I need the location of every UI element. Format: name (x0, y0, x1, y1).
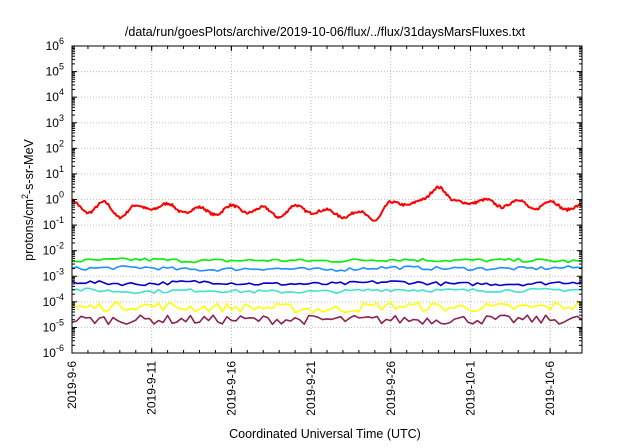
y-tick-label: 10-3 (43, 266, 64, 283)
y-tick-label: 104 (46, 87, 64, 104)
y-tick-label: 101 (46, 164, 64, 181)
y-tick-label-exponent: -6 (56, 343, 64, 353)
y-tick-label: 10-4 (43, 292, 64, 309)
y-tick-label: 10-2 (43, 241, 64, 258)
y-tick-label-base: 10 (46, 141, 60, 155)
series-line (71, 300, 583, 314)
y-tick-label-base: 10 (46, 167, 60, 181)
y-tick-label: 100 (46, 190, 64, 207)
series-line (71, 314, 583, 326)
x-tick-label: 2019-10-1 (463, 361, 477, 416)
series-line (71, 279, 583, 287)
y-tick-label-exponent: 4 (59, 87, 64, 97)
y-tick-label-base: 10 (43, 244, 57, 258)
y-tick-label-exponent: 3 (59, 113, 64, 123)
series-line (71, 185, 583, 222)
y-tick-label-base: 10 (46, 193, 60, 207)
y-tick-label-exponent: 0 (59, 190, 64, 200)
series-line (71, 265, 583, 273)
x-tick-label: 2019-9-11 (145, 361, 159, 415)
y-tick-label-exponent: 6 (59, 36, 64, 46)
series-line (71, 257, 583, 264)
x-tick-label: 2019-9-26 (384, 361, 398, 416)
x-tick-label: 2019-9-21 (304, 361, 318, 416)
y-tick-label: 10-5 (43, 317, 64, 334)
y-tick-label-base: 10 (46, 39, 60, 53)
y-tick-label: 103 (46, 113, 64, 130)
y-axis-label-part: -s-sr-MeV (22, 138, 36, 194)
y-tick-label-base: 10 (46, 116, 60, 130)
y-axis-label: protons/cm2-s-sr-MeV (20, 138, 36, 260)
y-tick-label-base: 10 (46, 65, 60, 79)
y-tick-label: 10-1 (43, 215, 64, 232)
y-tick-label-exponent: -5 (56, 317, 64, 327)
y-tick-label: 106 (46, 36, 64, 53)
y-tick-label-exponent: -4 (56, 292, 64, 302)
y-tick-label-base: 10 (43, 295, 57, 309)
x-tick-label: 2019-9-6 (65, 361, 79, 409)
x-tick-label: 2019-10-6 (543, 361, 557, 416)
y-tick-label-base: 10 (43, 218, 57, 232)
y-tick-label-exponent: 5 (59, 62, 64, 72)
y-axis-label-superscript: 2 (20, 194, 30, 199)
y-tick-label-exponent: 2 (59, 138, 64, 148)
y-tick-label-base: 10 (43, 320, 57, 334)
axis-ticks: 10-610-510-410-310-210-11001011021031041… (43, 36, 583, 416)
y-axis-label-part: protons/cm (22, 199, 36, 261)
y-tick-label-exponent: -3 (56, 266, 64, 276)
y-tick-label: 102 (46, 138, 64, 155)
grid (71, 45, 582, 354)
y-tick-label: 10-6 (43, 343, 64, 360)
y-tick-label-base: 10 (43, 346, 57, 360)
y-tick-label-exponent: -1 (56, 215, 64, 225)
y-tick-label-exponent: -2 (56, 241, 64, 251)
y-tick-label: 105 (46, 62, 64, 79)
series-line (71, 287, 583, 295)
x-tick-label: 2019-9-16 (224, 361, 238, 416)
x-axis-label: Coordinated Universal Time (UTC) (229, 427, 421, 441)
series-layer (71, 185, 583, 326)
y-tick-label-exponent: 1 (59, 164, 64, 174)
y-tick-label-base: 10 (46, 90, 60, 104)
chart-title: /data/run/goesPlots/archive/2019-10-06/f… (125, 25, 526, 39)
y-tick-label-base: 10 (43, 269, 57, 283)
